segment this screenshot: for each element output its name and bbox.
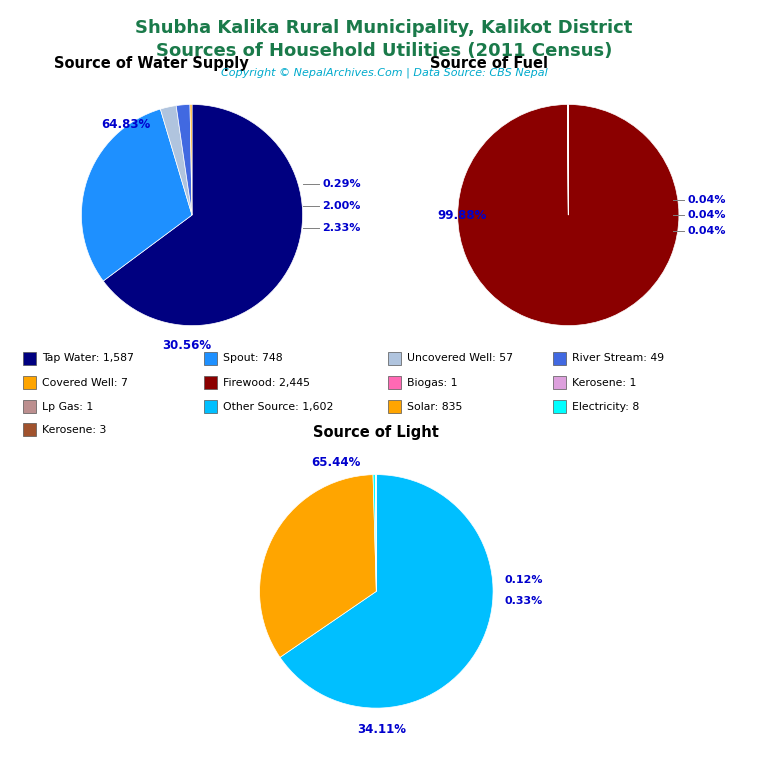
Text: 0.12%: 0.12%: [505, 574, 543, 584]
Text: 0.29%: 0.29%: [323, 179, 361, 189]
Text: 64.83%: 64.83%: [101, 118, 151, 131]
Text: Source of Water Supply: Source of Water Supply: [54, 57, 249, 71]
Text: 0.04%: 0.04%: [688, 226, 727, 236]
Wedge shape: [176, 104, 192, 215]
Text: 2.33%: 2.33%: [323, 223, 361, 233]
Wedge shape: [280, 475, 493, 708]
Text: 65.44%: 65.44%: [311, 456, 360, 469]
Text: Solar: 835: Solar: 835: [407, 402, 462, 412]
Text: Uncovered Well: 57: Uncovered Well: 57: [407, 353, 513, 363]
Wedge shape: [458, 104, 679, 326]
Text: 0.04%: 0.04%: [688, 194, 727, 204]
Text: Kerosene: 3: Kerosene: 3: [42, 425, 107, 435]
Title: Source of Light: Source of Light: [313, 425, 439, 440]
Text: Lp Gas: 1: Lp Gas: 1: [42, 402, 94, 412]
Text: Spout: 748: Spout: 748: [223, 353, 283, 363]
Wedge shape: [260, 475, 376, 657]
Text: Sources of Household Utilities (2011 Census): Sources of Household Utilities (2011 Cen…: [156, 42, 612, 60]
Text: Electricity: 8: Electricity: 8: [572, 402, 640, 412]
Text: Biogas: 1: Biogas: 1: [407, 378, 458, 388]
Text: Kerosene: 1: Kerosene: 1: [572, 378, 637, 388]
Text: 30.56%: 30.56%: [162, 339, 211, 352]
Text: River Stream: 49: River Stream: 49: [572, 353, 664, 363]
Wedge shape: [373, 475, 376, 591]
Text: 34.11%: 34.11%: [358, 723, 407, 736]
Text: Other Source: 1,602: Other Source: 1,602: [223, 402, 333, 412]
Text: Tap Water: 1,587: Tap Water: 1,587: [42, 353, 134, 363]
Wedge shape: [81, 109, 192, 281]
Text: Shubha Kalika Rural Municipality, Kalikot District: Shubha Kalika Rural Municipality, Kaliko…: [135, 19, 633, 37]
Text: 99.88%: 99.88%: [438, 209, 487, 221]
Text: Source of Fuel: Source of Fuel: [430, 57, 548, 71]
Text: Firewood: 2,445: Firewood: 2,445: [223, 378, 310, 388]
Text: 0.33%: 0.33%: [505, 596, 543, 606]
Text: Copyright © NepalArchives.Com | Data Source: CBS Nepal: Copyright © NepalArchives.Com | Data Sou…: [220, 68, 548, 78]
Text: 2.00%: 2.00%: [323, 201, 361, 211]
Wedge shape: [190, 104, 192, 215]
Wedge shape: [161, 105, 192, 215]
Text: 0.04%: 0.04%: [688, 210, 727, 220]
Wedge shape: [103, 104, 303, 326]
Text: Covered Well: 7: Covered Well: 7: [42, 378, 128, 388]
